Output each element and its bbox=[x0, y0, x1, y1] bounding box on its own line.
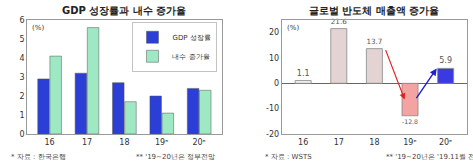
svg-text:1: 1 bbox=[19, 111, 24, 120]
svg-text:20: 20 bbox=[269, 28, 279, 37]
svg-text:0: 0 bbox=[19, 130, 24, 139]
svg-text:20ᵉ: 20ᵉ bbox=[439, 138, 453, 147]
svg-text:내수 증가율: 내수 증가율 bbox=[172, 53, 209, 61]
svg-text:5.9: 5.9 bbox=[439, 56, 452, 65]
svg-text:-12.8: -12.8 bbox=[402, 118, 418, 125]
svg-text:18: 18 bbox=[369, 138, 379, 147]
svg-text:0: 0 bbox=[274, 79, 279, 88]
svg-text:2: 2 bbox=[19, 92, 24, 101]
svg-text:17: 17 bbox=[82, 138, 92, 147]
svg-text:** '19~20년은 '19.11월 전망: ** '19~20년은 '19.11월 전망 bbox=[386, 153, 473, 161]
svg-text:4: 4 bbox=[19, 54, 24, 63]
svg-text:GDP 성장률과 내수 증가율: GDP 성장률과 내수 증가율 bbox=[62, 5, 186, 16]
svg-text:19ᵉ: 19ᵉ bbox=[403, 138, 417, 147]
svg-text:3: 3 bbox=[19, 73, 24, 82]
svg-text:18: 18 bbox=[119, 138, 129, 147]
svg-text:-20: -20 bbox=[266, 130, 279, 139]
svg-text:1.1: 1.1 bbox=[297, 69, 310, 78]
svg-text:* 자료 : 한국은행: * 자료 : 한국은행 bbox=[11, 153, 66, 161]
svg-text:13.7: 13.7 bbox=[366, 37, 382, 46]
svg-text:21.6: 21.6 bbox=[331, 17, 347, 26]
svg-text:20ᵉ: 20ᵉ bbox=[192, 138, 206, 147]
svg-text:17: 17 bbox=[334, 138, 344, 147]
svg-text:GDP 성장률: GDP 성장률 bbox=[172, 34, 210, 42]
svg-text:** '19~20년은 정부전망: ** '19~20년은 정부전망 bbox=[136, 153, 215, 161]
svg-text:(%): (%) bbox=[32, 24, 44, 32]
svg-text:16: 16 bbox=[298, 138, 308, 147]
svg-text:6: 6 bbox=[19, 16, 24, 25]
svg-text:글로벌 반도체 매출액 증가율: 글로벌 반도체 매출액 증가율 bbox=[309, 5, 439, 16]
svg-text:5: 5 bbox=[19, 35, 24, 44]
svg-text:16: 16 bbox=[44, 138, 54, 147]
svg-text:-10: -10 bbox=[266, 104, 279, 113]
svg-text:19ᵉ: 19ᵉ bbox=[155, 138, 169, 147]
svg-text:(%): (%) bbox=[287, 24, 299, 32]
svg-text:10: 10 bbox=[269, 54, 279, 63]
svg-text:* 자료 : WSTS: * 자료 : WSTS bbox=[265, 153, 312, 161]
